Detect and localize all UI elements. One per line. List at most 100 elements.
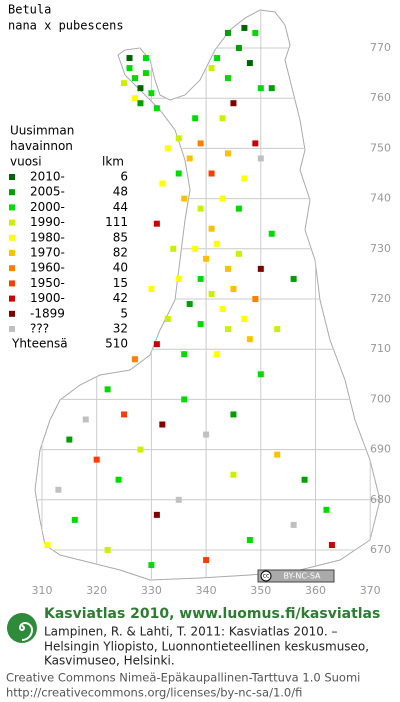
observation xyxy=(175,275,182,282)
citation-line: Lampinen, R. & Lahti, T. 2011: Kasviatla… xyxy=(44,625,338,639)
observation xyxy=(246,336,253,343)
observation xyxy=(137,85,144,92)
legend-count-heading: lkm xyxy=(102,155,124,169)
legend-swatch xyxy=(9,234,15,241)
y-tick-label: 710 xyxy=(370,342,391,355)
legend-swatch xyxy=(9,280,15,287)
observation xyxy=(224,75,231,82)
legend-swatch xyxy=(9,219,15,226)
observation xyxy=(148,562,155,569)
observation xyxy=(224,150,231,157)
legend-count: 48 xyxy=(113,185,128,199)
observation xyxy=(197,321,204,328)
legend-count: 5 xyxy=(120,306,128,320)
y-tick-label: 750 xyxy=(370,141,391,154)
y-tick-label: 700 xyxy=(370,392,391,405)
observation xyxy=(219,306,226,313)
observation xyxy=(235,45,242,51)
legend-heading: havainnon xyxy=(10,139,73,153)
observation xyxy=(268,85,275,92)
badge-cc: cc xyxy=(263,573,270,580)
y-tick-label: 740 xyxy=(370,192,391,205)
legend-count: 15 xyxy=(113,276,128,290)
observation xyxy=(230,411,237,418)
legend-label: 1950- xyxy=(30,276,65,290)
observation xyxy=(137,446,144,453)
observation xyxy=(230,471,237,478)
observation xyxy=(142,70,149,77)
observation xyxy=(214,55,221,62)
observation xyxy=(142,55,149,62)
observation xyxy=(323,506,330,513)
legend-label: -1899 xyxy=(30,306,65,320)
observation xyxy=(121,411,128,418)
badge-box xyxy=(257,569,335,583)
legend-label: 2005- xyxy=(30,185,65,199)
observation xyxy=(93,456,100,463)
x-tick-label: 320 xyxy=(86,584,107,597)
legend-label: 1990- xyxy=(30,215,65,229)
observation xyxy=(159,421,166,428)
observation xyxy=(192,115,199,122)
observation xyxy=(104,386,111,393)
observation xyxy=(219,115,226,122)
observation xyxy=(104,547,111,553)
observation xyxy=(203,557,210,564)
observation xyxy=(235,250,242,257)
observation xyxy=(126,65,133,72)
observation xyxy=(197,140,204,147)
observation xyxy=(131,356,138,363)
observation xyxy=(192,245,199,252)
map-outline xyxy=(34,9,381,581)
observation xyxy=(153,105,160,112)
legend-count: 85 xyxy=(113,230,128,244)
observation xyxy=(203,431,210,438)
observation xyxy=(181,195,188,202)
legend-heading: Uusimman xyxy=(10,124,74,138)
logo xyxy=(7,613,37,643)
legend-count: 6 xyxy=(120,170,128,184)
legend-count: 82 xyxy=(113,246,128,260)
observation xyxy=(274,451,281,458)
cc-badge: cc BY-NC-SA xyxy=(257,569,335,583)
y-tick-label: 730 xyxy=(370,242,391,255)
observation xyxy=(164,145,171,152)
observation xyxy=(241,175,248,182)
observation xyxy=(257,371,264,378)
legend-count: 44 xyxy=(113,200,128,214)
observation xyxy=(197,205,204,212)
y-tick-label: 760 xyxy=(370,91,391,104)
observation xyxy=(208,225,215,232)
observation xyxy=(224,265,231,272)
legend-swatch xyxy=(9,204,15,211)
observation xyxy=(274,326,281,333)
legend-swatch xyxy=(9,174,15,180)
observation xyxy=(290,275,297,282)
observation xyxy=(153,511,160,518)
badge-text: BY-NC-SA xyxy=(283,572,321,581)
observation xyxy=(131,75,138,82)
legend-swatch xyxy=(9,295,15,302)
legend-swatch xyxy=(9,265,15,272)
legend-total: 510 xyxy=(105,337,128,351)
observation xyxy=(126,55,133,62)
x-tick-label: 310 xyxy=(32,584,53,597)
legend-count: 42 xyxy=(113,291,128,305)
observation xyxy=(268,230,275,237)
observation xyxy=(159,180,166,187)
observation xyxy=(55,486,62,493)
observation xyxy=(290,521,297,528)
legend-count: 32 xyxy=(113,322,128,336)
observation xyxy=(208,65,215,72)
observation xyxy=(175,170,182,177)
y-tick-label: 690 xyxy=(370,443,391,456)
observation xyxy=(328,541,335,548)
legend-swatch xyxy=(9,189,15,196)
observation xyxy=(197,275,204,282)
observation xyxy=(246,536,253,543)
observation xyxy=(257,155,264,162)
x-tick-label: 360 xyxy=(305,584,326,597)
subtitle: nana x pubescens xyxy=(8,19,124,33)
